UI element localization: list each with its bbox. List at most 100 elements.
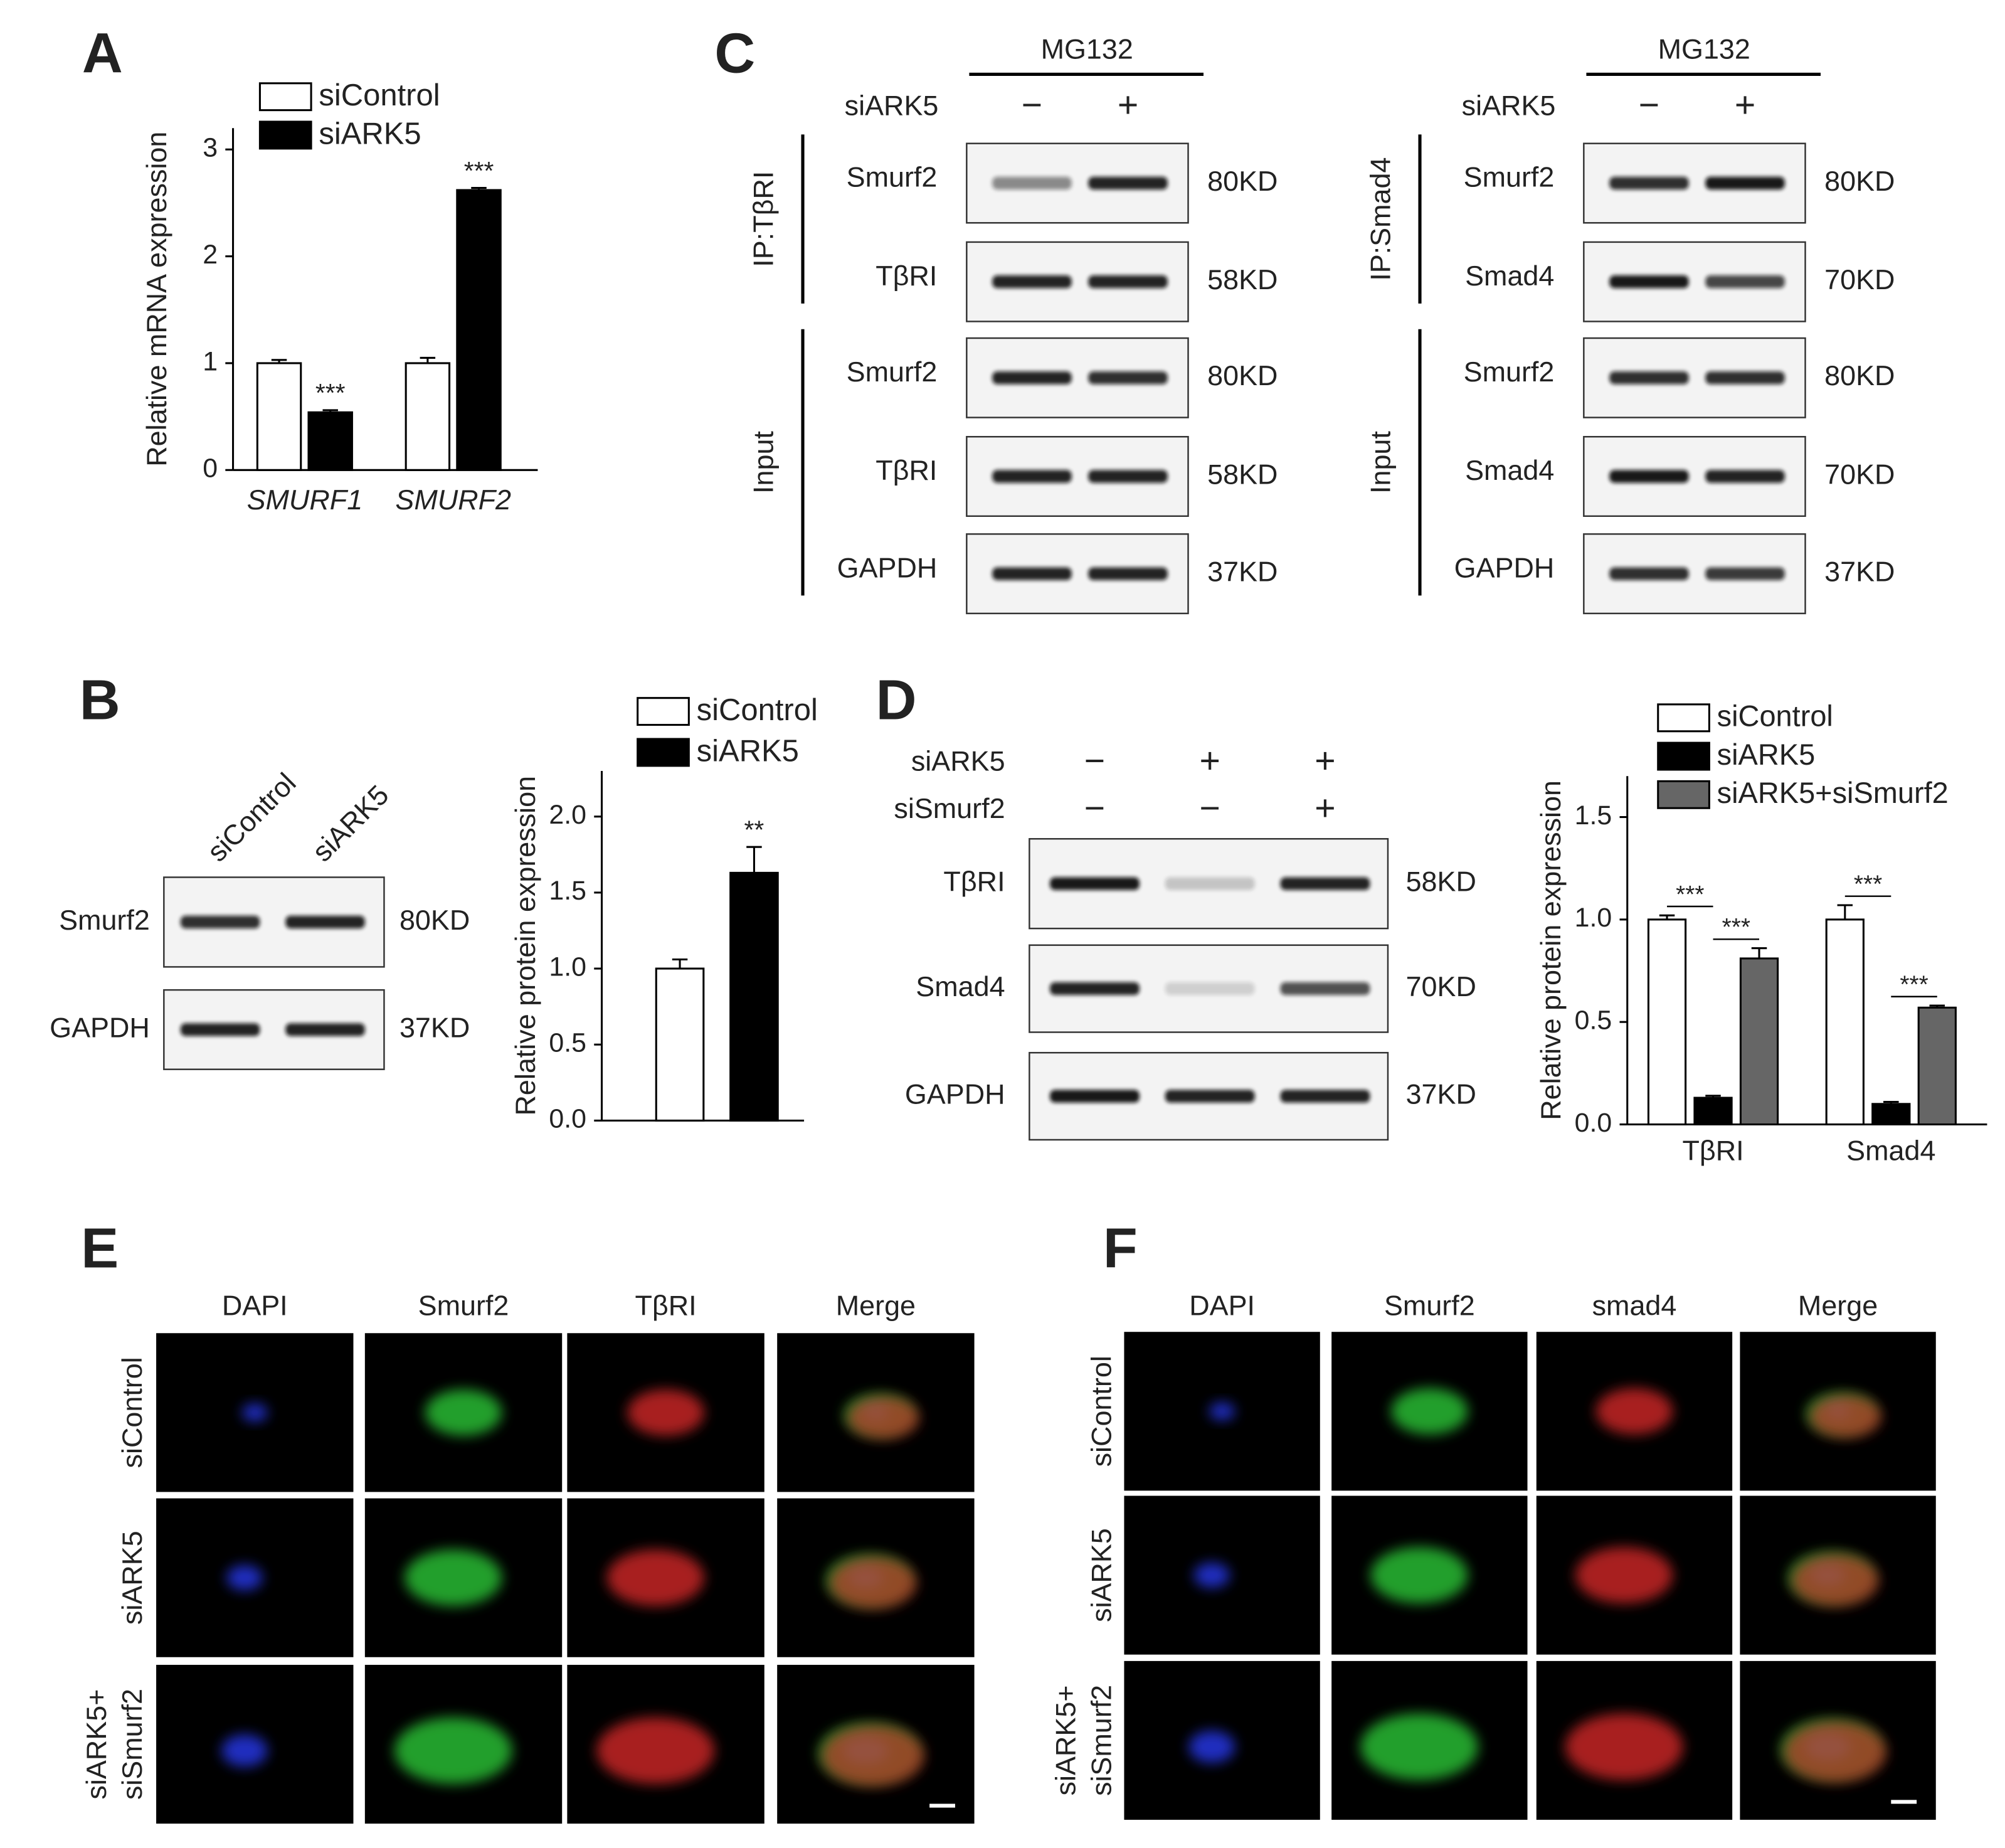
y-tick-label: 2 — [203, 240, 218, 270]
y-tick-label: 1.5 — [549, 876, 586, 906]
size-label: 70KD — [1406, 970, 1476, 1002]
legend-label: siControl — [1717, 699, 1833, 733]
cell-signal — [1391, 1388, 1468, 1435]
lane-sign: + — [1315, 741, 1335, 781]
size-label: 80KD — [399, 904, 470, 936]
legend-swatch — [1657, 703, 1710, 733]
x-tick-label: Smad4 — [1846, 1134, 1935, 1166]
cell-signal — [1784, 1721, 1887, 1783]
row-label: siARK5+ — [1049, 1685, 1081, 1795]
bar — [307, 411, 353, 471]
cell-signal — [241, 1403, 268, 1422]
band — [1088, 275, 1168, 289]
band — [180, 915, 260, 929]
group-label: IP:TβRI — [748, 171, 780, 267]
lane-sign: − — [1639, 85, 1659, 125]
x-tick-label: TβRI — [1682, 1134, 1743, 1166]
band — [1050, 877, 1140, 890]
protein-label: Smad4 — [1465, 454, 1554, 486]
cell-signal — [405, 1549, 502, 1606]
size-label: 37KD — [399, 1011, 470, 1043]
cell-signal — [627, 1389, 704, 1436]
cell-signal — [226, 1565, 263, 1591]
cell-signal — [1209, 1402, 1235, 1421]
channel-label: Smurf2 — [1384, 1289, 1475, 1321]
significance-label: *** — [315, 378, 346, 407]
y-tick-label: 1.0 — [549, 952, 586, 982]
size-label: 58KD — [1406, 866, 1476, 898]
protein-label: TβRI — [943, 866, 1005, 898]
lane-label: siARK5 — [306, 778, 395, 868]
bar — [256, 362, 302, 471]
band — [1280, 877, 1370, 890]
cell-signal — [1792, 1554, 1879, 1606]
band — [285, 915, 365, 929]
size-label: 37KD — [1824, 556, 1895, 588]
band — [1165, 1090, 1255, 1103]
y-axis-label: Relative mRNA expression — [140, 132, 172, 467]
protein-label: Smurf2 — [847, 356, 938, 388]
legend-swatch — [1657, 780, 1710, 809]
cell-signal — [1360, 1713, 1478, 1780]
protein-label: GAPDH — [1454, 551, 1555, 583]
lane-sign: − — [1022, 85, 1042, 125]
protein-label: Smurf2 — [59, 904, 150, 936]
size-label: 70KD — [1824, 263, 1895, 295]
panel-label: A — [82, 23, 123, 85]
x-tick-label: SMURF2 — [395, 484, 511, 516]
legend-label: siARK5 — [1717, 738, 1816, 771]
protein-label: Smurf2 — [1464, 356, 1555, 388]
lane-label: siControl — [201, 767, 302, 868]
bar — [456, 189, 502, 471]
channel-label: smad4 — [1592, 1289, 1677, 1321]
band — [1280, 1090, 1370, 1103]
y-tick-label: 1 — [203, 346, 218, 376]
blot-header: MG132 — [1658, 33, 1750, 65]
significance-label: *** — [1676, 881, 1704, 908]
band — [992, 567, 1072, 580]
cell-signal — [1188, 1730, 1235, 1763]
panel-label: C — [714, 23, 755, 85]
band — [992, 371, 1072, 385]
cell-signal — [394, 1717, 512, 1784]
channel-label: TβRI — [635, 1289, 696, 1321]
legend-swatch — [258, 120, 312, 150]
legend-label: siControl — [697, 693, 818, 727]
cell-signal — [425, 1389, 502, 1436]
panel-label: E — [81, 1217, 119, 1280]
protein-label: TβRI — [876, 454, 937, 486]
band — [285, 1023, 365, 1036]
band — [1088, 567, 1168, 580]
size-label: 80KD — [1207, 165, 1278, 197]
group-label: Input — [1365, 431, 1397, 494]
band — [1088, 371, 1168, 385]
treatment-label: siARK5 — [911, 745, 1005, 777]
band — [992, 275, 1072, 289]
lane-sign: + — [1200, 741, 1220, 781]
significance-label: *** — [1900, 972, 1928, 999]
cell-signal — [1193, 1563, 1230, 1588]
channel-label: Merge — [836, 1289, 916, 1321]
cell-signal — [822, 1724, 924, 1787]
cell-signal — [606, 1549, 704, 1606]
band — [1050, 982, 1140, 996]
legend-label: siARK5 — [319, 117, 421, 151]
x-tick-label: SMURF1 — [247, 484, 363, 516]
y-tick-label: 2.0 — [549, 800, 586, 830]
bar — [1871, 1103, 1911, 1126]
legend-label: siARK5+siSmurf2 — [1717, 776, 1949, 809]
protein-label: Smad4 — [1465, 260, 1554, 292]
cell-signal — [1370, 1547, 1468, 1604]
y-tick-label: 1.0 — [1575, 903, 1612, 933]
row-label: siARK5 — [1086, 1528, 1118, 1622]
lane-sign: − — [1200, 788, 1220, 828]
legend-swatch — [258, 82, 312, 112]
bar — [1739, 957, 1779, 1126]
protein-label: Smad4 — [916, 970, 1005, 1002]
band — [180, 1023, 260, 1036]
y-tick-label: 0.0 — [549, 1104, 586, 1134]
row-label: siControl — [116, 1357, 148, 1468]
y-tick-label: 0.5 — [549, 1028, 586, 1058]
size-label: 80KD — [1207, 359, 1278, 391]
bar — [655, 967, 705, 1122]
